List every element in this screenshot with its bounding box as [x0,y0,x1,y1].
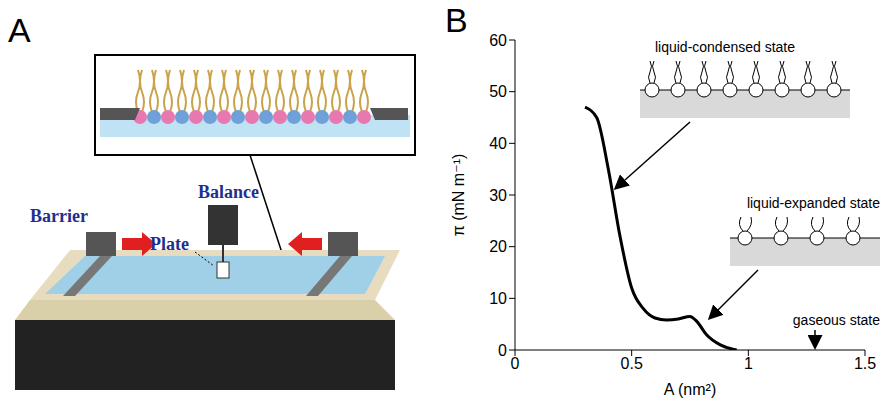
svg-text:1: 1 [744,355,753,372]
svg-text:20: 20 [489,238,507,255]
svg-text:liquid-expanded state: liquid-expanded state [747,195,880,211]
svg-text:60: 60 [489,32,507,49]
svg-text:1.5: 1.5 [854,355,876,372]
svg-text:A: A [8,11,31,49]
svg-text:gaseous state: gaseous state [793,312,880,328]
svg-text:50: 50 [489,83,507,100]
svg-text:Balance: Balance [198,182,259,202]
svg-text:0: 0 [498,342,507,359]
svg-text:A (nm²): A (nm²) [664,381,716,398]
svg-text:10: 10 [489,290,507,307]
svg-text:30: 30 [489,187,507,204]
svg-text:0.5: 0.5 [621,355,643,372]
svg-text:Barrier: Barrier [30,206,88,226]
svg-text:liquid-condensed state: liquid-condensed state [655,39,795,55]
svg-text:Plate: Plate [150,234,189,254]
svg-text:40: 40 [489,135,507,152]
svg-text:B: B [445,1,468,39]
svg-text:0: 0 [511,355,520,372]
svg-text:π (mN m⁻¹): π (mN m⁻¹) [450,154,467,237]
